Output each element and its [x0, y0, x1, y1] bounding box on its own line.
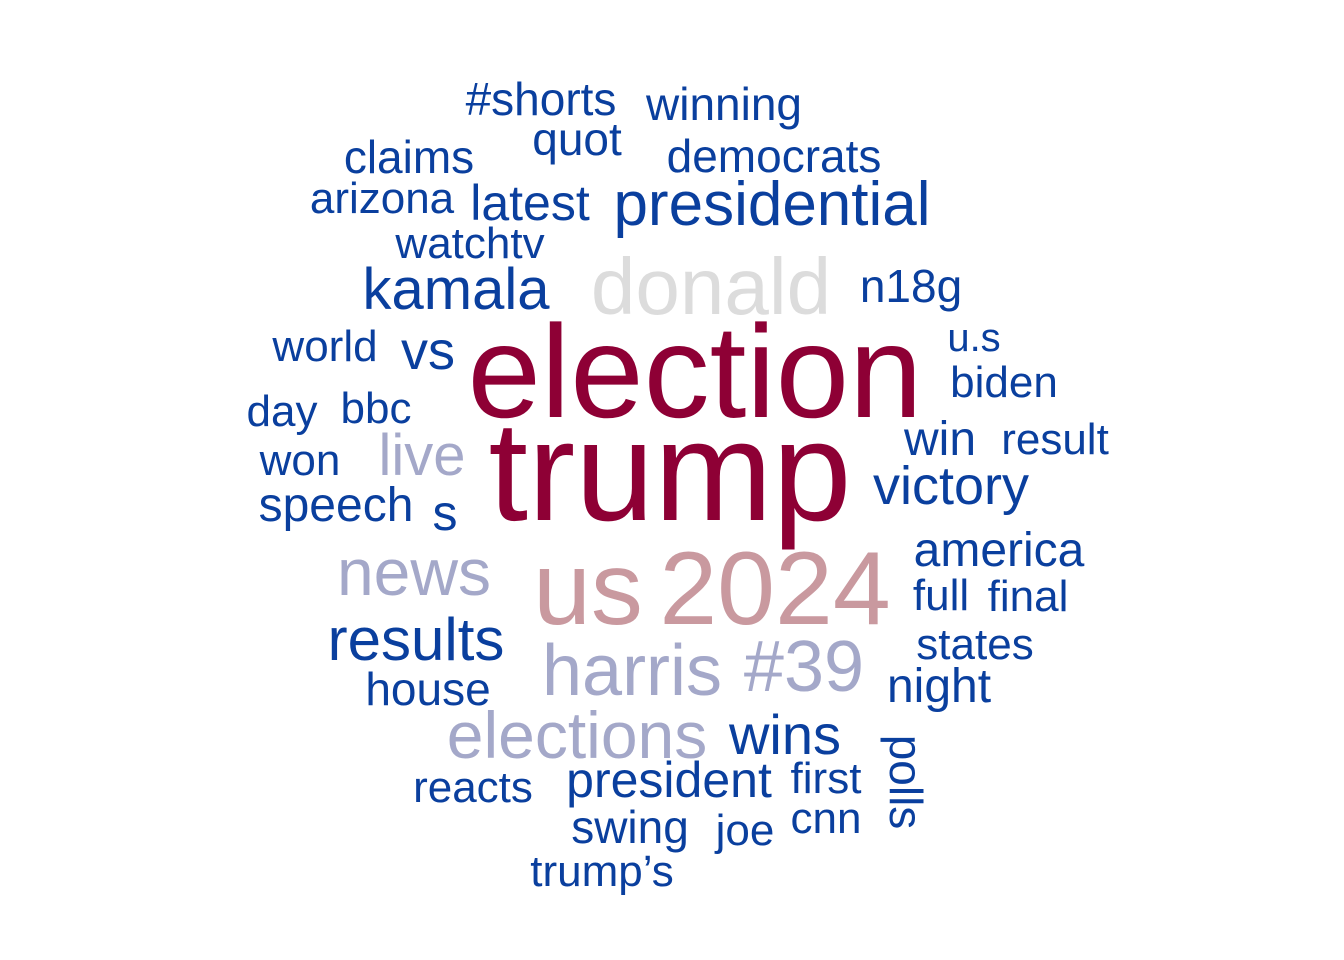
- word-night: night: [886, 660, 992, 713]
- word-claims: claims: [343, 131, 475, 183]
- word-world: world: [272, 322, 378, 371]
- word-39: #39: [743, 627, 865, 707]
- word-arizona: arizona: [309, 174, 455, 223]
- word-democrats: democrats: [666, 130, 882, 182]
- word-vs: vs: [401, 321, 455, 381]
- word-swing: swing: [571, 801, 689, 853]
- word-first: first: [790, 754, 862, 803]
- word-watchtv: watchtv: [395, 219, 545, 268]
- word-live: live: [378, 423, 466, 488]
- word-trumps: trump’s: [530, 847, 674, 896]
- word-president: president: [566, 752, 772, 808]
- word-elections: elections: [446, 698, 708, 772]
- word-s: s: [432, 485, 458, 541]
- word-kamala: kamala: [362, 257, 550, 322]
- word-shorts: #shorts: [465, 73, 617, 125]
- word-reacts: reacts: [413, 763, 533, 812]
- word-win: win: [903, 413, 977, 466]
- word-latest: latest: [470, 175, 590, 231]
- word-winning: winning: [646, 78, 802, 130]
- word-harris: harris: [541, 631, 723, 711]
- word-result: result: [1001, 415, 1109, 464]
- word-donald: donald: [590, 242, 832, 331]
- word-presidential: presidential: [613, 170, 931, 239]
- word-day: day: [246, 387, 318, 436]
- word-wins: wins: [728, 703, 842, 766]
- word-won: won: [259, 436, 341, 485]
- word-cnn: cnn: [790, 794, 862, 843]
- word-final: final: [987, 572, 1069, 621]
- word-us: us: [533, 531, 643, 647]
- word-results: results: [327, 606, 505, 673]
- word-america: america: [913, 524, 1085, 577]
- word-full: full: [912, 571, 970, 620]
- word-speech: speech: [258, 479, 414, 532]
- word-states: states: [916, 620, 1034, 669]
- word-2024: 2024: [659, 531, 891, 647]
- word-election: election: [467, 298, 923, 445]
- word-biden: biden: [950, 358, 1058, 407]
- word-victory: victory: [872, 456, 1030, 516]
- word-quot: quot: [532, 113, 622, 165]
- word-joe: joe: [715, 806, 775, 855]
- word-u-s: u.s: [947, 316, 1001, 360]
- word-polls: polls: [880, 734, 932, 830]
- word-bbc: bbc: [340, 384, 412, 433]
- word-news: news: [336, 535, 492, 609]
- word-house: house: [365, 663, 491, 715]
- word-trump: trump: [488, 392, 852, 551]
- word-n18g: n18g: [859, 260, 963, 312]
